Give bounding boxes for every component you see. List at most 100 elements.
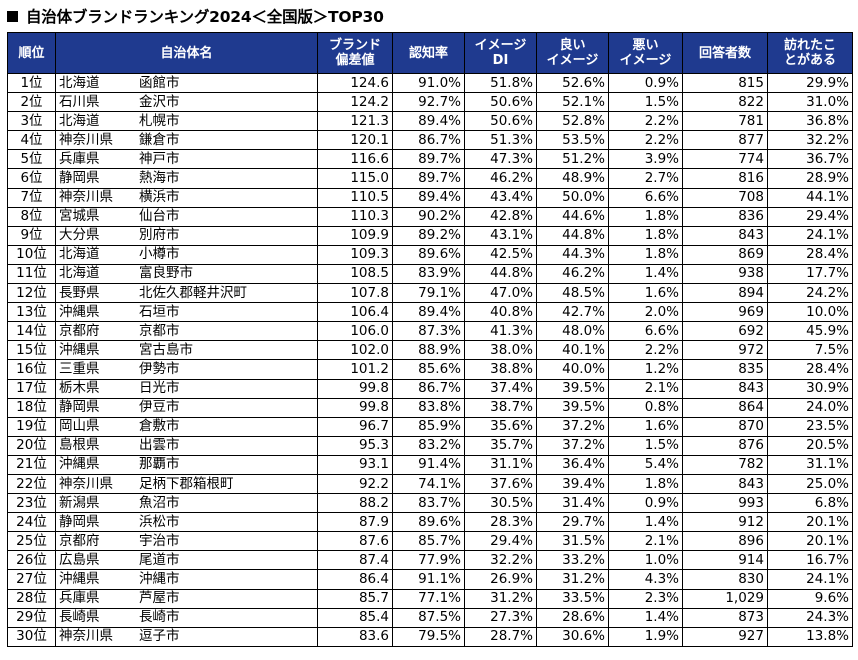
cell-city: 逗子市 — [139, 628, 180, 645]
cell-bad-image: 4.3% — [608, 569, 683, 590]
table-row: 10位 北海道 小樽市 109.3 89.6% 42.5% 44.3% 1.8% 869 28.4… — [7, 244, 853, 265]
cell-bad-image: 1.4% — [608, 263, 683, 285]
cell-good-image: 31.4% — [536, 493, 609, 514]
table-header: 順位 自治体名 ブランド 偏差値 認知率 イメージ DI 良い イメージ 悪い イメージ… — [7, 32, 853, 74]
cell-prefecture: 神奈川県 — [59, 628, 113, 645]
cell-image-di: 40.8% — [464, 302, 537, 323]
cell-awareness: 89.6% — [392, 512, 465, 533]
cell-awareness: 89.4% — [392, 302, 465, 323]
table-row: 11位 北海道 富良野市 108.5 83.9% 44.8% 46.2% 1.4% 938 17.… — [7, 263, 853, 285]
cell-brand-score: 92.2 — [317, 473, 393, 495]
cell-good-image: 29.7% — [536, 512, 609, 533]
cell-rank: 4位 — [7, 130, 56, 151]
table-row: 9位 大分県 別府市 109.9 89.2% 43.1% 44.8% 1.8% 843 24.1% — [7, 225, 853, 246]
cell-awareness: 89.6% — [392, 244, 465, 265]
cell-awareness: 85.9% — [392, 416, 465, 437]
cell-visited: 30.9% — [767, 378, 853, 399]
cell-city: 沖縄市 — [139, 570, 180, 587]
cell-good-image: 44.8% — [536, 225, 609, 246]
cell-city: 京都市 — [139, 322, 180, 339]
cell-image-di: 27.3% — [464, 607, 537, 628]
table-row: 1位 北海道 函館市 124.6 91.0% 51.8% 52.6% 0.9% 815 29.9% — [7, 72, 853, 94]
cell-bad-image: 0.9% — [608, 493, 683, 514]
title-text: 自治体ブランドランキング2024＜全国版＞TOP30 — [26, 8, 384, 26]
cell-municipality: 神奈川県 逗子市 — [55, 626, 318, 647]
cell-bad-image: 2.2% — [608, 111, 683, 132]
cell-bad-image: 1.8% — [608, 225, 683, 246]
table-row: 7位 神奈川県 横浜市 110.5 89.4% 43.4% 50.0% 6.6% 708 44.1… — [7, 187, 853, 208]
cell-respondents: 938 — [682, 263, 768, 285]
cell-city: 富良野市 — [139, 265, 193, 282]
cell-brand-score: 87.4 — [317, 550, 393, 571]
header-awareness: 認知率 — [392, 32, 465, 74]
cell-good-image: 52.6% — [536, 72, 609, 94]
cell-image-di: 38.0% — [464, 340, 537, 361]
cell-respondents: 843 — [682, 378, 768, 399]
cell-rank: 7位 — [7, 187, 56, 208]
cell-bad-image: 1.6% — [608, 283, 683, 304]
cell-prefecture: 沖縄県 — [59, 341, 100, 358]
cell-prefecture: 神奈川県 — [59, 475, 113, 492]
cell-respondents: 927 — [682, 626, 768, 647]
cell-visited: 24.3% — [767, 607, 853, 628]
cell-brand-score: 99.8 — [317, 397, 393, 418]
cell-brand-score: 95.3 — [317, 435, 393, 456]
cell-awareness: 92.7% — [392, 92, 465, 113]
cell-good-image: 46.2% — [536, 263, 609, 285]
cell-visited: 31.1% — [767, 454, 853, 475]
cell-municipality: 兵庫県 芦屋市 — [55, 588, 318, 609]
cell-brand-score: 93.1 — [317, 454, 393, 475]
cell-city: 伊豆市 — [139, 399, 180, 416]
cell-city: 魚沼市 — [139, 494, 180, 511]
cell-bad-image: 2.2% — [608, 130, 683, 151]
cell-good-image: 30.6% — [536, 626, 609, 647]
header-rank: 順位 — [7, 32, 56, 74]
cell-visited: 9.6% — [767, 588, 853, 609]
cell-city: 倉敷市 — [139, 418, 180, 435]
cell-bad-image: 2.1% — [608, 531, 683, 552]
cell-municipality: 北海道 富良野市 — [55, 263, 318, 285]
cell-respondents: 993 — [682, 493, 768, 514]
cell-rank: 16位 — [7, 359, 56, 380]
cell-municipality: 宮城県 仙台市 — [55, 206, 318, 227]
cell-bad-image: 1.6% — [608, 416, 683, 437]
cell-respondents: 843 — [682, 225, 768, 246]
table-row: 20位 島根県 出雲市 95.3 83.2% 35.7% 37.2% 1.5% 876 20.5% — [7, 435, 853, 456]
cell-municipality: 沖縄県 沖縄市 — [55, 569, 318, 590]
cell-rank: 12位 — [7, 283, 56, 304]
cell-rank: 15位 — [7, 340, 56, 361]
cell-awareness: 77.9% — [392, 550, 465, 571]
cell-municipality: 神奈川県 横浜市 — [55, 187, 318, 208]
cell-good-image: 51.2% — [536, 149, 609, 170]
cell-brand-score: 107.8 — [317, 283, 393, 304]
cell-respondents: 822 — [682, 92, 768, 113]
cell-municipality: 沖縄県 石垣市 — [55, 302, 318, 323]
cell-respondents: 836 — [682, 206, 768, 227]
cell-rank: 3位 — [7, 111, 56, 132]
cell-prefecture: 栃木県 — [59, 380, 100, 397]
cell-visited: 20.1% — [767, 512, 853, 533]
cell-prefecture: 北海道 — [59, 74, 100, 91]
cell-city: 函館市 — [139, 74, 180, 91]
header-respondents: 回答者数 — [682, 32, 768, 74]
cell-brand-score: 83.6 — [317, 626, 393, 647]
cell-visited: 7.5% — [767, 340, 853, 361]
cell-good-image: 44.6% — [536, 206, 609, 227]
table-row: 28位 兵庫県 芦屋市 85.7 77.1% 31.2% 33.5% 2.3% 1,029 9.6… — [7, 588, 853, 609]
cell-municipality: 兵庫県 神戸市 — [55, 149, 318, 170]
cell-image-di: 35.7% — [464, 435, 537, 456]
cell-awareness: 89.4% — [392, 111, 465, 132]
cell-awareness: 79.1% — [392, 283, 465, 304]
cell-awareness: 89.2% — [392, 225, 465, 246]
cell-respondents: 864 — [682, 397, 768, 418]
cell-visited: 20.1% — [767, 531, 853, 552]
cell-respondents: 914 — [682, 550, 768, 571]
cell-bad-image: 1.5% — [608, 435, 683, 456]
header-municipality: 自治体名 — [55, 32, 318, 74]
cell-awareness: 83.9% — [392, 263, 465, 285]
table-row: 18位 静岡県 伊豆市 99.8 83.8% 38.7% 39.5% 0.8% 864 24.0% — [7, 397, 853, 418]
cell-brand-score: 116.6 — [317, 149, 393, 170]
cell-city: 浜松市 — [139, 513, 180, 530]
cell-prefecture: 長野県 — [59, 284, 100, 301]
cell-respondents: 835 — [682, 359, 768, 380]
